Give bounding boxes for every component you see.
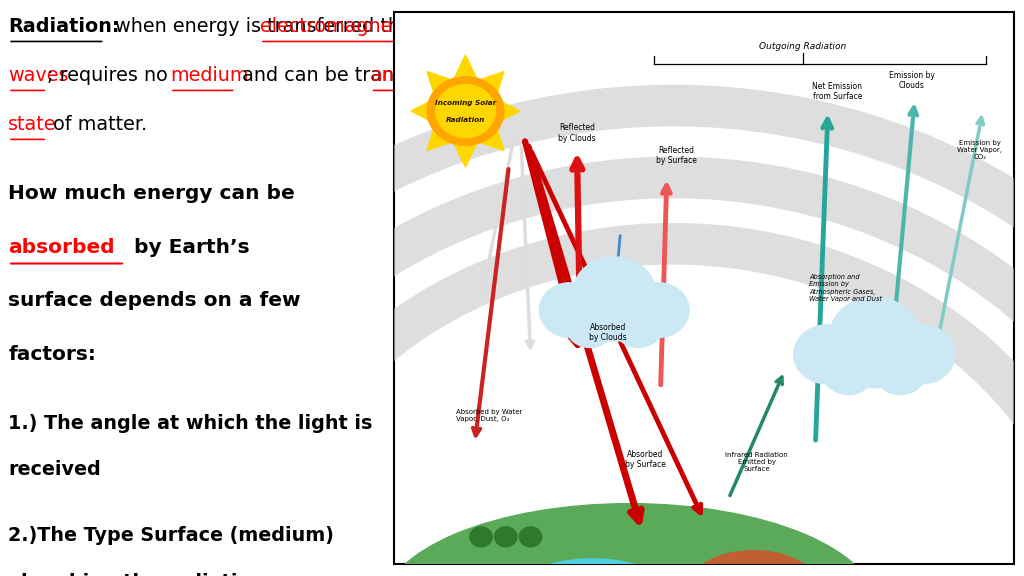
Text: 2.)The Type Surface (medium): 2.)The Type Surface (medium) <box>8 526 334 545</box>
Circle shape <box>874 348 927 395</box>
Text: waves: waves <box>8 66 69 85</box>
Text: Absorption and
Emission by
Atmospheric Gases,
Water Vapor and Dust: Absorption and Emission by Atmospheric G… <box>809 274 883 302</box>
Text: factors:: factors: <box>8 346 96 364</box>
Circle shape <box>495 527 517 547</box>
Text: Reflected
by Surface: Reflected by Surface <box>655 146 696 165</box>
FancyBboxPatch shape <box>394 12 1014 564</box>
Circle shape <box>470 527 493 547</box>
Text: Absorbed
by Surface: Absorbed by Surface <box>625 450 666 469</box>
Text: Absorbed
by Clouds: Absorbed by Clouds <box>589 323 627 342</box>
Text: received: received <box>8 460 101 479</box>
Ellipse shape <box>500 559 685 576</box>
Circle shape <box>829 297 920 378</box>
Circle shape <box>794 325 859 384</box>
Text: Emission by
Water Vapor,
CO₂: Emission by Water Vapor, CO₂ <box>957 140 1002 160</box>
Ellipse shape <box>814 355 935 388</box>
Text: electromagnetic: electromagnetic <box>260 17 416 36</box>
Text: Incoming Solar: Incoming Solar <box>435 100 496 107</box>
Text: state: state <box>8 115 56 134</box>
Text: Reflected
by Clouds: Reflected by Clouds <box>558 123 596 143</box>
Circle shape <box>540 283 600 338</box>
Text: of matter.: of matter. <box>47 115 147 134</box>
Circle shape <box>436 85 496 138</box>
Text: 1.) The angle at which the light is: 1.) The angle at which the light is <box>8 414 373 433</box>
Ellipse shape <box>558 311 671 341</box>
Text: ; requires no: ; requires no <box>47 66 174 85</box>
Text: medium: medium <box>170 66 249 85</box>
Text: and can be transferred through: and can be transferred through <box>236 66 549 85</box>
Ellipse shape <box>382 503 878 576</box>
Circle shape <box>822 348 874 395</box>
Text: by Earth’s: by Earth’s <box>127 237 250 256</box>
Text: Emission by
Clouds: Emission by Clouds <box>889 71 935 90</box>
Circle shape <box>519 527 542 547</box>
Circle shape <box>889 325 955 384</box>
Circle shape <box>566 304 614 347</box>
Circle shape <box>614 304 663 347</box>
Text: surface depends on a few: surface depends on a few <box>8 291 301 310</box>
Circle shape <box>572 257 656 332</box>
Text: How much energy can be: How much energy can be <box>8 184 295 203</box>
Text: absorbed: absorbed <box>8 237 115 256</box>
Text: when energy is transferred through: when energy is transferred through <box>109 17 461 36</box>
Text: Net Emission
from Surface: Net Emission from Surface <box>812 82 862 101</box>
Text: Outgoing Radiation: Outgoing Radiation <box>760 42 847 51</box>
Ellipse shape <box>685 551 821 576</box>
Text: Radiation: Radiation <box>445 117 485 123</box>
Text: any: any <box>371 66 406 85</box>
Circle shape <box>628 283 689 338</box>
Circle shape <box>427 77 504 145</box>
Text: Absorbed by Water
Vapor, Dust, O₃: Absorbed by Water Vapor, Dust, O₃ <box>457 409 522 422</box>
Text: Infrared Radiation
Emitted by
Surface: Infrared Radiation Emitted by Surface <box>725 452 788 472</box>
Text: absorbing the radiation: absorbing the radiation <box>8 573 264 576</box>
Polygon shape <box>411 55 520 167</box>
Text: Radiation:: Radiation: <box>8 17 120 36</box>
